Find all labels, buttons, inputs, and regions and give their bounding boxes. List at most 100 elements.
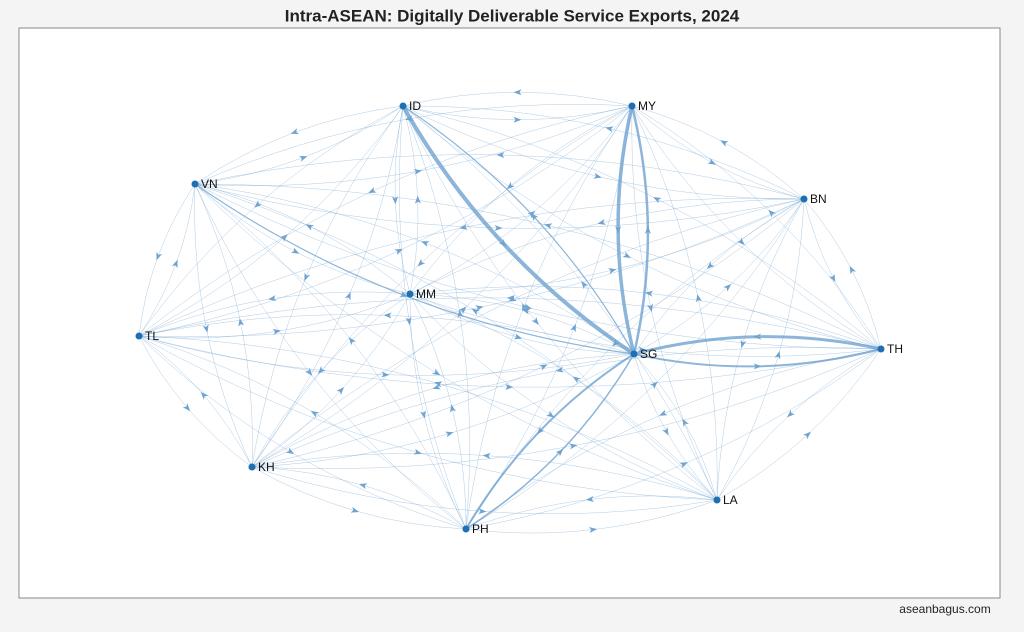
edge-arrow	[644, 225, 651, 234]
node-label: MM	[416, 287, 436, 301]
node	[630, 350, 638, 358]
edge-arrow	[417, 258, 426, 267]
node-label: KH	[258, 460, 275, 474]
edge-arrow	[555, 448, 564, 457]
edge-arrow	[707, 158, 716, 165]
edge-arrow	[608, 268, 617, 274]
edge-arrow	[445, 431, 454, 438]
edge-arrow	[304, 367, 313, 376]
edge-arrow	[649, 381, 658, 390]
edge-arrow	[405, 316, 412, 326]
node	[406, 290, 414, 298]
edge-arrow	[498, 238, 507, 247]
node	[399, 102, 407, 110]
edge-arrow	[536, 426, 545, 435]
edge-arrow	[506, 295, 515, 302]
edge-arrow	[350, 506, 360, 513]
edge-arrow	[706, 261, 715, 269]
edge-arrow	[531, 316, 539, 325]
node	[877, 345, 885, 353]
edge-arrow	[304, 272, 311, 282]
node	[462, 525, 470, 533]
node	[628, 102, 636, 110]
edge-arrow	[506, 181, 515, 190]
edge-arrow	[414, 195, 421, 204]
edge-arrow	[513, 116, 522, 123]
edge-arrow	[432, 368, 441, 376]
edge-arrow	[544, 223, 553, 230]
edge-arrow	[546, 410, 555, 418]
edge-arrow	[679, 462, 688, 469]
edge-arrow	[200, 391, 209, 400]
edge-arrow	[348, 337, 357, 346]
edge-arrow	[202, 324, 209, 333]
edge-arrow	[662, 427, 669, 436]
footer: aseanbagus.com	[899, 602, 990, 616]
node-label: LA	[723, 493, 738, 507]
edge-arrow	[496, 152, 505, 159]
edge-arrow	[459, 223, 468, 230]
node	[713, 496, 721, 504]
edge-arrow	[268, 295, 277, 302]
edge-arrow	[539, 364, 548, 371]
edge-arrow	[723, 284, 732, 292]
edge-arrow	[740, 339, 747, 349]
node	[800, 195, 808, 203]
edge-arrow	[171, 259, 178, 269]
edge-arrow	[482, 452, 491, 459]
edge-arrow	[298, 156, 308, 162]
node-label: VN	[201, 177, 218, 191]
edge-arrow	[457, 309, 464, 319]
edge-arrow	[394, 248, 403, 255]
edge-arrow	[659, 409, 668, 416]
title: Intra-ASEAN: Digitally Deliverable Servi…	[285, 6, 740, 25]
edge-arrow	[849, 265, 856, 275]
edge-arrow	[615, 226, 622, 235]
node-label: SG	[640, 347, 657, 361]
node-label: TH	[887, 342, 903, 356]
edge-arrow	[720, 140, 729, 147]
edges	[138, 89, 882, 534]
edge-arrow	[593, 172, 602, 179]
edge-arrow	[622, 251, 631, 258]
edge-arrow	[290, 247, 300, 254]
edge-arrow	[753, 333, 762, 340]
edge-arrow	[368, 187, 377, 194]
edge-arrow	[182, 403, 191, 412]
edge-arrow	[310, 410, 320, 418]
edge-arrow	[458, 306, 467, 315]
edge-arrow	[605, 126, 614, 133]
edge-arrow	[156, 251, 163, 261]
edge-arrow	[432, 383, 441, 390]
edge-arrow	[238, 318, 245, 327]
edge-arrow	[513, 89, 522, 96]
edge-arrow	[478, 508, 487, 515]
plot-frame	[18, 27, 1001, 599]
edge-arrow	[381, 371, 390, 378]
edge-arrow	[588, 527, 598, 533]
edge-arrow	[358, 483, 368, 490]
edge-arrow	[392, 196, 399, 205]
edge-arrow	[272, 328, 281, 335]
edge-arrow	[344, 291, 351, 301]
edge-arrow	[774, 350, 781, 360]
edge-arrow	[682, 418, 689, 427]
node-label: TL	[145, 329, 159, 343]
edge-arrow	[736, 237, 745, 246]
edge-arrow	[597, 219, 606, 225]
node	[191, 180, 199, 188]
edge-arrow	[450, 404, 456, 413]
edge-arrow	[475, 305, 484, 312]
edge-arrow	[471, 308, 480, 316]
edge-arrow	[505, 383, 514, 390]
edge-arrow	[521, 308, 531, 315]
edge-arrow	[581, 281, 589, 290]
edge-arrow	[572, 376, 581, 384]
edge-arrow	[336, 387, 345, 395]
edge-arrow	[494, 224, 503, 231]
edge-arrow	[753, 363, 762, 370]
edge-arrow	[420, 241, 430, 247]
edge-arrow	[829, 273, 836, 283]
